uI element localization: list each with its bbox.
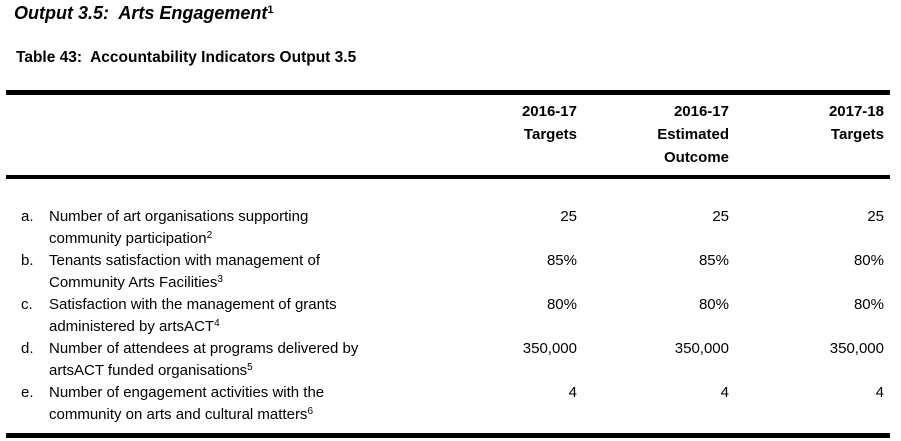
- table-body: a. Number of art organisations supporting…: [6, 177, 890, 436]
- column-header-line: 2016-17: [521, 103, 577, 120]
- column-header-line: Outcome: [663, 149, 729, 166]
- column-header: 2016-17 Targets: [429, 93, 577, 178]
- table-row: b. Tenants satisfaction with management o…: [6, 250, 890, 294]
- row-marker: b.: [21, 252, 34, 269]
- indicator-value: 4: [568, 384, 577, 401]
- indicator-label-line: community participation2: [49, 230, 213, 247]
- table-header: 2016-17 Targets 2016-17 Estimated Outcome 201…: [6, 93, 890, 178]
- header-spacer-marker: [6, 93, 49, 178]
- indicator-label-line: Number of attendees at programs delivere…: [49, 340, 359, 357]
- indicator-value: 25: [712, 208, 729, 225]
- indicator-value: 80%: [546, 296, 577, 313]
- row-marker: a.: [21, 208, 34, 225]
- indicator-label-line: Community Arts Facilities3: [49, 274, 223, 291]
- indicator-value: 25: [867, 208, 884, 225]
- page-title-text: Output 3.5: Arts Engagement: [14, 3, 268, 23]
- indicator-value: 80%: [853, 252, 884, 269]
- column-header-line: 2017-18: [828, 103, 884, 120]
- indicator-label: Tenants satisfaction with management of C…: [49, 250, 429, 294]
- table-row: a. Number of art organisations supporting…: [6, 177, 890, 250]
- indicator-label-line: Satisfaction with the management of gran…: [49, 296, 337, 313]
- indicator-value: 4: [875, 384, 884, 401]
- indicator-label: Number of engagement activities with the…: [49, 382, 429, 436]
- column-header-line: 2016-17: [673, 103, 729, 120]
- column-header-line: Estimated: [657, 126, 729, 143]
- table-caption: Table 43: Accountability Indicators Outp…: [16, 49, 357, 66]
- indicator-label-line: community on arts and cultural matters6: [49, 406, 313, 423]
- indicator-label-line: Tenants satisfaction with management of: [49, 252, 320, 269]
- column-header: 2016-17 Estimated Outcome: [577, 93, 729, 178]
- footnote-marker: 6: [307, 406, 313, 417]
- column-header-line: Targets: [830, 126, 884, 143]
- indicator-label: Number of art organisations supporting co…: [49, 177, 429, 250]
- indicator-label: Number of attendees at programs delivere…: [49, 338, 429, 382]
- indicator-value: 85%: [698, 252, 729, 269]
- row-marker: d.: [21, 340, 34, 357]
- indicator-label-line: Number of engagement activities with the: [49, 384, 325, 401]
- page-title-footnote-marker: 1: [267, 4, 274, 16]
- indicator-value: 85%: [546, 252, 577, 269]
- column-header: 2017-18 Targets: [729, 93, 890, 178]
- table-row: e. Number of engagement activities with t…: [6, 382, 890, 436]
- indicator-label: Satisfaction with the management of gran…: [49, 294, 429, 338]
- footnote-marker: 3: [217, 274, 223, 285]
- indicator-value: 80%: [853, 296, 884, 313]
- indicator-value: 350,000: [829, 340, 884, 357]
- indicator-value: 4: [720, 384, 729, 401]
- accountability-indicators-table: 2016-17 Targets 2016-17 Estimated Outcome 201…: [6, 90, 890, 438]
- table-row: c. Satisfaction with the management of gr…: [6, 294, 890, 338]
- column-header-line: Targets: [523, 126, 577, 143]
- indicator-label-line: artsACT funded organisations5: [49, 362, 253, 379]
- table-row: d. Number of attendees at programs delive…: [6, 338, 890, 382]
- indicator-value: 350,000: [674, 340, 729, 357]
- row-marker: c.: [21, 296, 33, 313]
- indicator-value: 350,000: [522, 340, 577, 357]
- indicator-label-line: administered by artsACT4: [49, 318, 220, 335]
- footnote-marker: 4: [214, 318, 220, 329]
- page-title: Output 3.5: Arts Engagement1: [14, 3, 901, 24]
- header-spacer-label: [49, 93, 429, 178]
- indicator-label-line: Number of art organisations supporting: [49, 208, 309, 225]
- indicator-value: 80%: [698, 296, 729, 313]
- indicator-value: 25: [560, 208, 577, 225]
- footnote-marker: 5: [247, 362, 253, 373]
- footnote-marker: 2: [206, 230, 213, 241]
- row-marker: e.: [21, 384, 34, 401]
- header-row: 2016-17 Targets 2016-17 Estimated Outcome 201…: [6, 93, 890, 178]
